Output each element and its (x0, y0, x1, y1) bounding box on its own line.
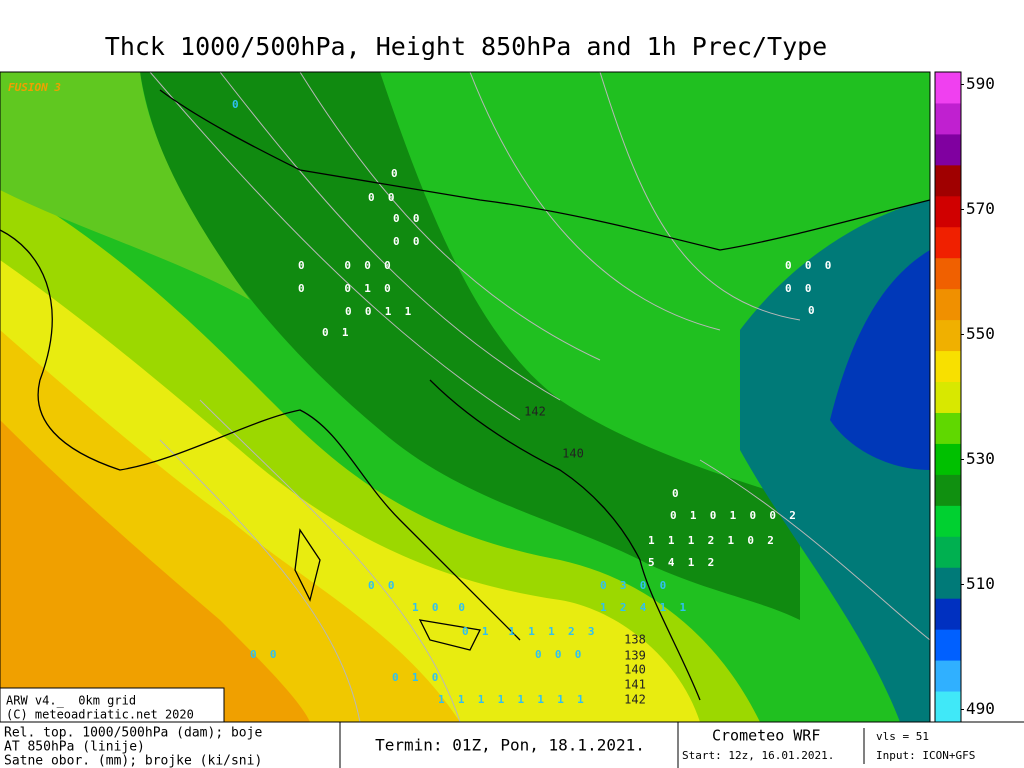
precip-label: 1 1 1 2 1 0 2 (648, 534, 774, 547)
contour-label: 141 (624, 678, 646, 692)
precip-label: 0 0 0 (535, 648, 581, 661)
colorbar-band (935, 412, 961, 444)
colorbar-band (935, 319, 961, 352)
footer-legend: Rel. top. 1000/500hPa (dam); boje (4, 726, 262, 741)
precip-label: 0 0 (368, 579, 395, 592)
colorbar-label: 530 (966, 449, 995, 468)
precip-label: 0 (672, 487, 679, 500)
colorbar-band (935, 350, 961, 383)
precip-label: 0 1 0 1 0 0 2 (670, 509, 796, 522)
colorbar-band (935, 72, 961, 104)
colorbar-band (935, 536, 961, 568)
input: Input: ICON+GFS (876, 749, 975, 762)
precip-label: 0 0 (250, 648, 277, 661)
precip-label: 0 0 0 0 (298, 259, 391, 272)
precip-label: 0 0 1 1 (345, 305, 412, 318)
colorbar-band (935, 629, 961, 661)
precip-label: 0 (391, 167, 398, 180)
title: Thck 1000/500hPa, Height 850hPa and 1h P… (105, 32, 827, 61)
precip-label: 1 2 4 1 1 (600, 601, 686, 614)
coastlines (0, 89, 930, 701)
precip-label: 0 0 (393, 212, 420, 225)
colorbar: 490 510 530 550 570 590 (934, 71, 995, 723)
contour-label: 142 (524, 405, 546, 419)
colorbar-label: 590 (966, 74, 995, 93)
model-name: Crometeo WRF (712, 727, 820, 745)
precip-label: 0 1 1 1 1 2 3 (462, 625, 594, 638)
contour-label: 138 (624, 633, 646, 647)
colorbar-band (935, 474, 961, 506)
contour-lines (149, 72, 930, 722)
precip-label: 0 0 1 0 (298, 282, 391, 295)
precip-label: 0 (808, 304, 815, 317)
precip-label: 0 0 (393, 235, 420, 248)
colorbar-band (935, 381, 961, 413)
info-text: ARW v4._ 0km grid (6, 694, 136, 708)
valid-time: Termin: 01Z, Pon, 18.1.2021. (375, 736, 645, 755)
vls: vls = 51 (876, 730, 929, 743)
colorbar-band (935, 257, 961, 290)
info-text: (C) meteoadriatic.net 2020 (6, 708, 194, 722)
precip-label: 0 0 (368, 191, 395, 204)
colorbar-band (935, 443, 961, 475)
colorbar-band (935, 660, 961, 692)
colorbar-band (935, 598, 961, 630)
contour-label: 139 (624, 649, 646, 663)
colorbar-band (935, 195, 961, 228)
colorbar-band (935, 567, 961, 599)
precip-label: 0 0 (785, 282, 812, 295)
footer-legend: Satne obor. (mm); brojke (ki/sni) (4, 754, 262, 768)
footer-legend: AT 850hPa (linije) (4, 740, 145, 755)
precip-label: 0 3 0 0 (600, 579, 666, 592)
colorbar-band (935, 133, 961, 166)
colorbar-label: 550 (966, 324, 995, 343)
colorbar-band (935, 164, 961, 197)
colorbar-band (935, 102, 961, 135)
contour-label: 140 (624, 663, 646, 677)
precip-label: 0 1 (322, 326, 349, 339)
colorbar-label: 490 (966, 699, 995, 718)
precip-label: 1 0 0 (412, 601, 465, 614)
colorbar-band (935, 691, 961, 723)
colorbar-band (935, 226, 961, 259)
colorbar-label: 510 (966, 574, 995, 593)
precip-label: 0 0 0 (785, 259, 831, 272)
watermark: FUSION 3 (8, 81, 61, 94)
start-time: Start: 12z, 16.01.2021. (682, 749, 834, 762)
precip-label: 0 (232, 98, 239, 111)
colorbar-band (935, 505, 961, 537)
info-box (0, 687, 225, 723)
colorbar-band (935, 288, 961, 321)
precip-label: 5 4 1 2 (648, 556, 714, 569)
precip-label: 1 1 1 1 1 1 1 1 (438, 693, 584, 706)
colorbar-label: 570 (966, 199, 995, 218)
contour-label: 140 (562, 447, 584, 461)
precip-label: 0 1 0 (392, 671, 438, 684)
map: FUSION 3 (0, 72, 930, 722)
contour-label: 142 (624, 693, 646, 707)
